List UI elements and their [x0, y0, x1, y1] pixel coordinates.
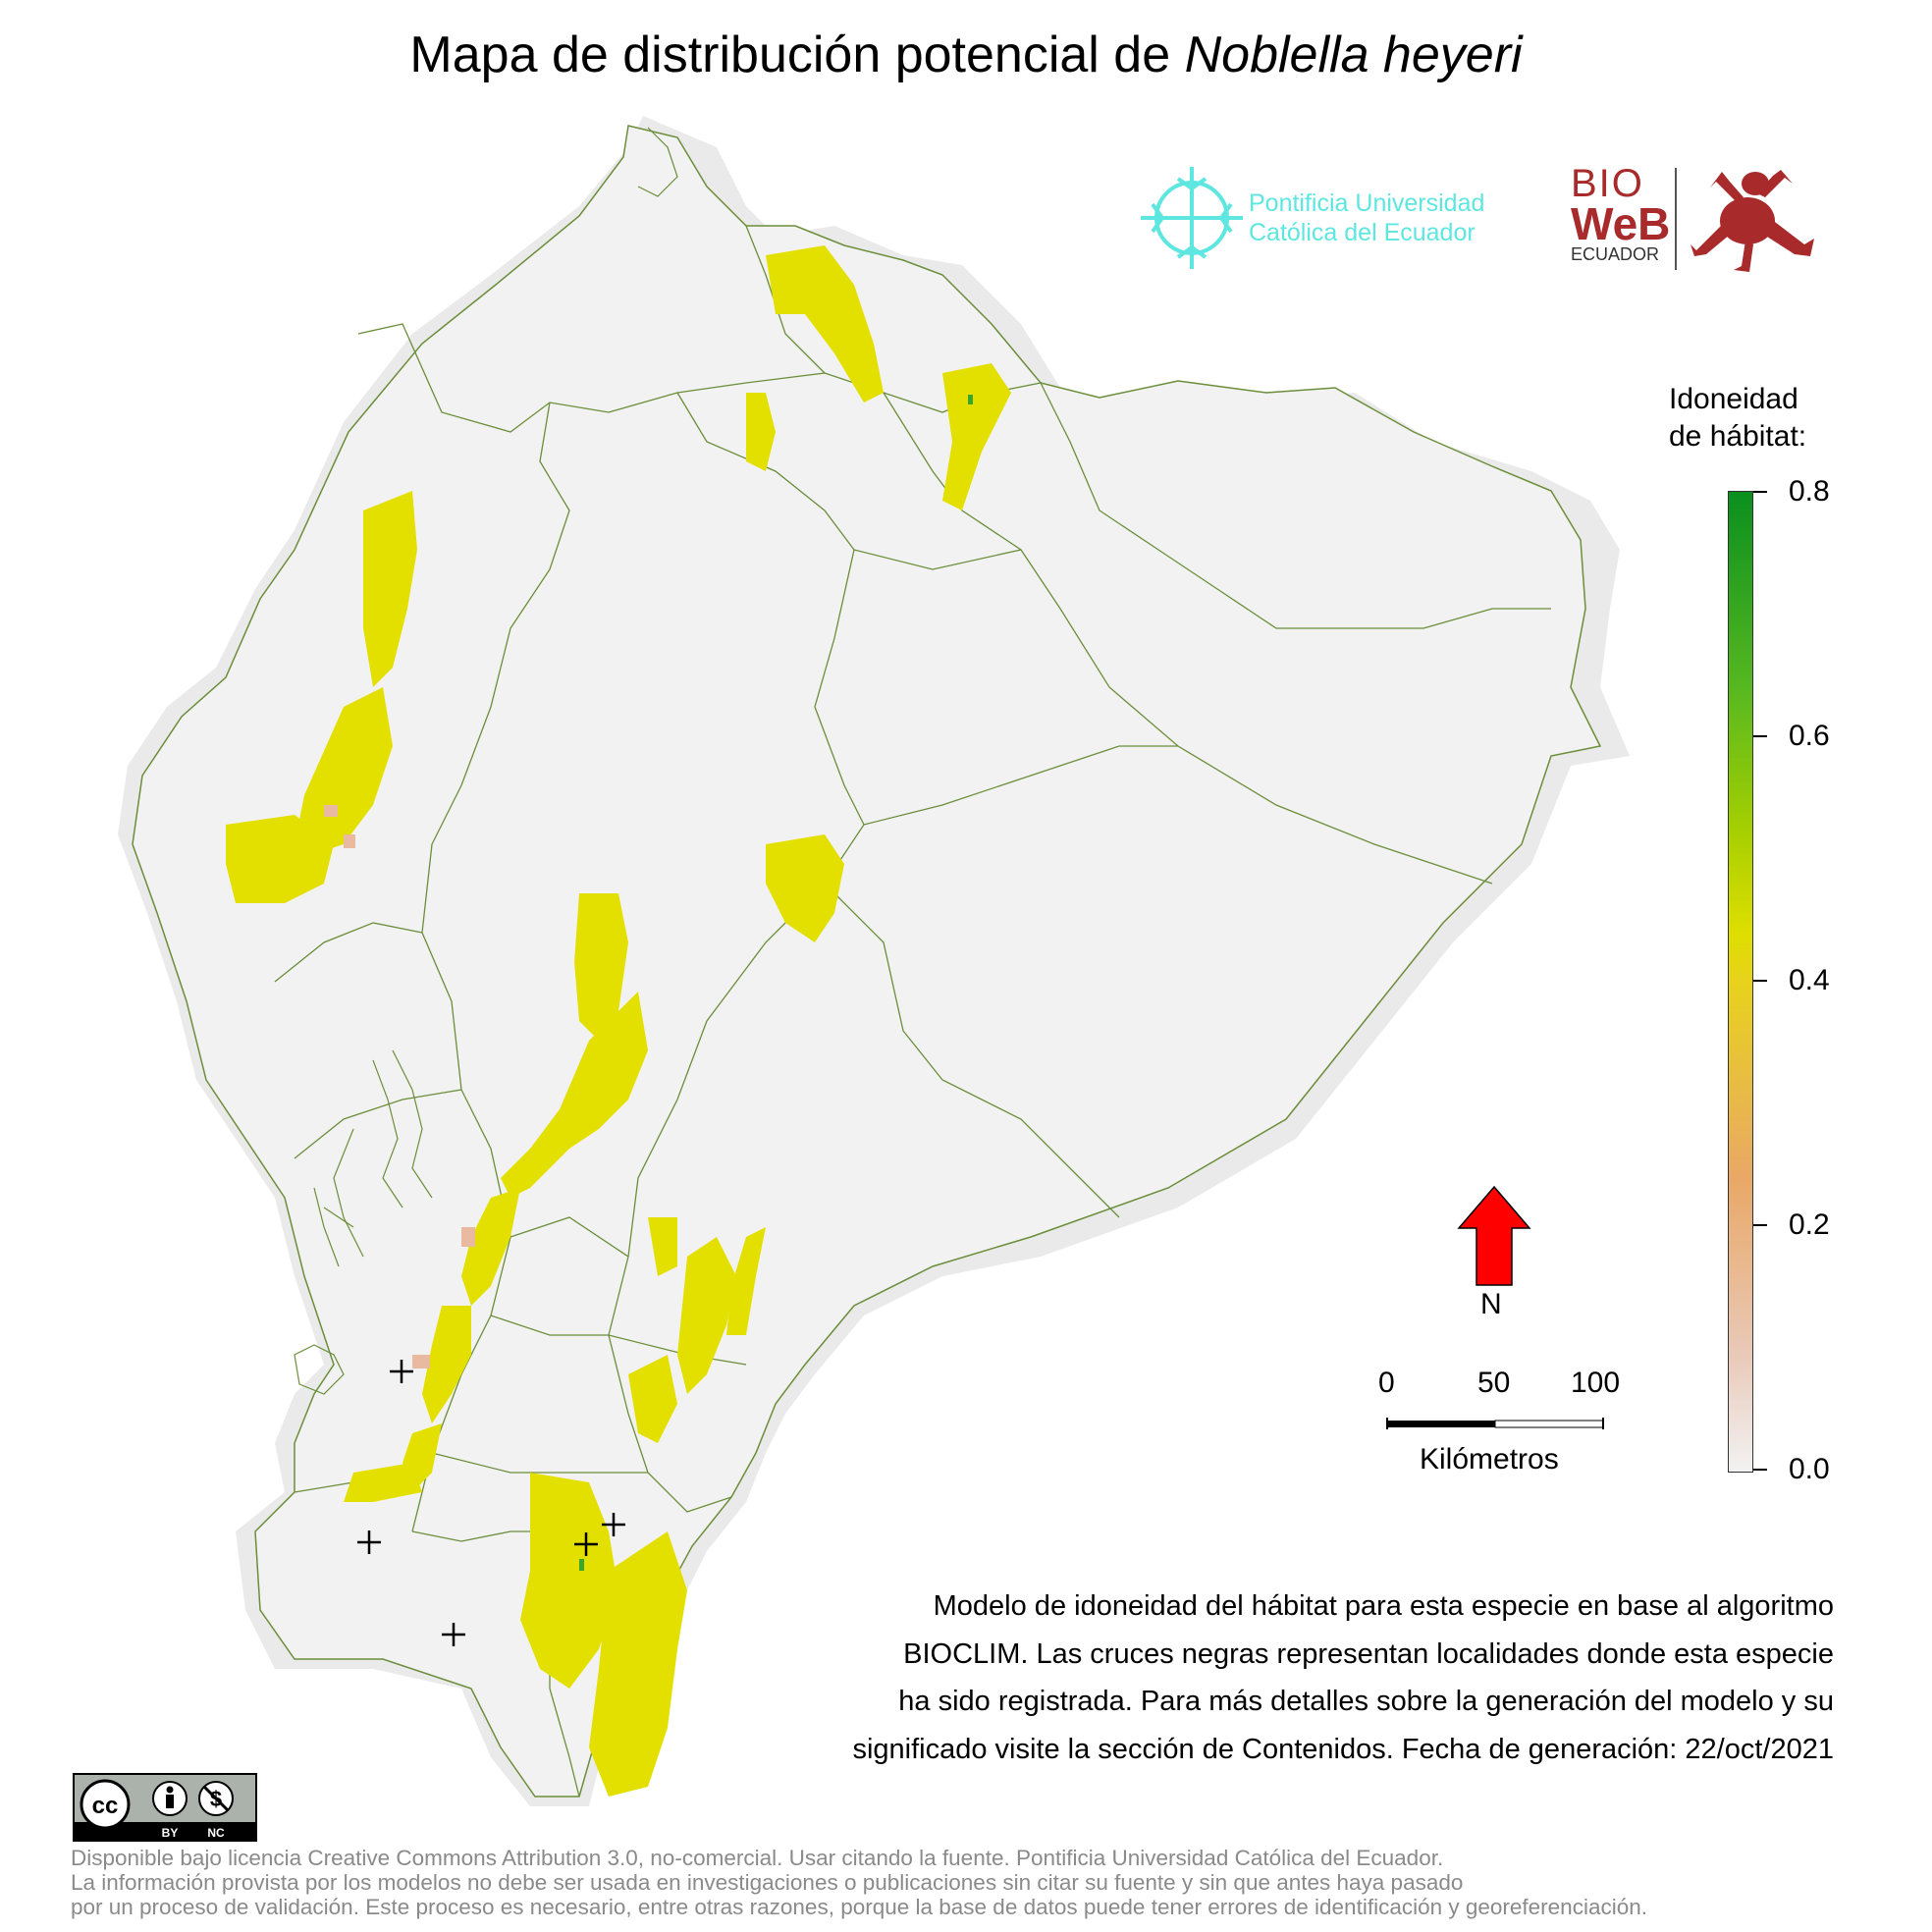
scale-label-50: 50 — [1477, 1367, 1511, 1399]
legend-tick — [1753, 980, 1767, 982]
puce-logo: Pontificia Universidad Católica del Ecua… — [1139, 165, 1502, 273]
puce-line2: Católica del Ecuador — [1249, 219, 1476, 246]
cc-icon — [80, 1779, 131, 1830]
legend-tick — [1753, 1224, 1767, 1226]
record-marker — [390, 1360, 413, 1383]
caption-line: Modelo de idoneidad del hábitat para est… — [933, 1590, 1834, 1622]
svg-text:cc: cc — [92, 1793, 119, 1819]
legend-title: Idoneidad de hábitat: — [1669, 381, 1932, 456]
scale-unit: Kilómetros — [1420, 1443, 1559, 1476]
legend-tick-label: 0.8 — [1789, 475, 1830, 508]
north-label: N — [1480, 1288, 1502, 1320]
record-marker — [357, 1530, 381, 1554]
frog-icon — [1690, 170, 1814, 272]
record-marker — [602, 1513, 625, 1536]
high-habitat-patches — [579, 395, 973, 1571]
legend-tick — [1753, 735, 1767, 737]
scale-bar — [1386, 1418, 1604, 1429]
country-outline — [132, 125, 1602, 1798]
caption-line: significado visite la sección de Conteni… — [852, 1733, 1834, 1765]
caption-line: BIOCLIM. Las cruces negras representan l… — [903, 1637, 1834, 1670]
legend-tick — [1753, 1469, 1767, 1471]
legend-title-line1: Idoneidad — [1669, 383, 1798, 415]
puce-name: Pontificia Universidad Católica del Ecua… — [1249, 188, 1484, 247]
habitat-patches — [226, 245, 1011, 1797]
footer-line: Disponible bajo licencia Creative Common… — [71, 1846, 1444, 1870]
license-footer: Disponible bajo licencia Creative Common… — [71, 1846, 1916, 1919]
title-prefix: Mapa de distribución potencial de — [409, 27, 1171, 83]
map-caption: Modelo de idoneidad del hábitat para est… — [687, 1583, 1834, 1773]
footer-line: La información provista por los modelos … — [71, 1870, 1464, 1895]
scale-label-0: 0 — [1378, 1367, 1395, 1399]
map-title: Mapa de distribución potencial de Noblel… — [0, 26, 1932, 84]
legend-tick — [1753, 491, 1767, 493]
legend-tick-label: 0.0 — [1789, 1453, 1830, 1485]
low-habitat-patches — [324, 805, 475, 1368]
legend-color-bar — [1728, 491, 1753, 1473]
north-arrow-icon — [1457, 1185, 1531, 1286]
caption-line: ha sido registrada. Para más detalles so… — [898, 1686, 1834, 1717]
bioweb-divider — [1675, 168, 1677, 270]
bioweb-logo: BIO WeB ECUADOR — [1571, 162, 1826, 275]
bioweb-word-web: WeB — [1571, 198, 1671, 249]
cc-license-badge[interactable]: cc $ BY NC — [73, 1773, 257, 1842]
coastal-estuary — [294, 127, 678, 1395]
puce-line1: Pontificia Universidad — [1249, 189, 1485, 217]
legend-tick-label: 0.6 — [1789, 720, 1830, 752]
scale-label-100: 100 — [1571, 1367, 1621, 1399]
puce-emblem-icon — [1141, 167, 1243, 269]
cc-by-label: BY — [162, 1826, 179, 1840]
bioweb-word-bio: BIO — [1571, 162, 1644, 205]
record-markers — [357, 1360, 625, 1646]
cc-nc-label: NC — [207, 1826, 225, 1840]
record-marker — [442, 1623, 465, 1646]
legend-tick-label: 0.4 — [1789, 964, 1830, 996]
record-marker — [574, 1532, 598, 1556]
footer-line: por un proceso de validación. Este proce… — [71, 1895, 1647, 1919]
bioweb-word-ecuador: ECUADOR — [1571, 244, 1660, 264]
title-species: Noblella heyeri — [1184, 27, 1523, 83]
legend-title-line2: de hábitat: — [1669, 420, 1807, 453]
legend-tick-label: 0.2 — [1789, 1208, 1830, 1241]
